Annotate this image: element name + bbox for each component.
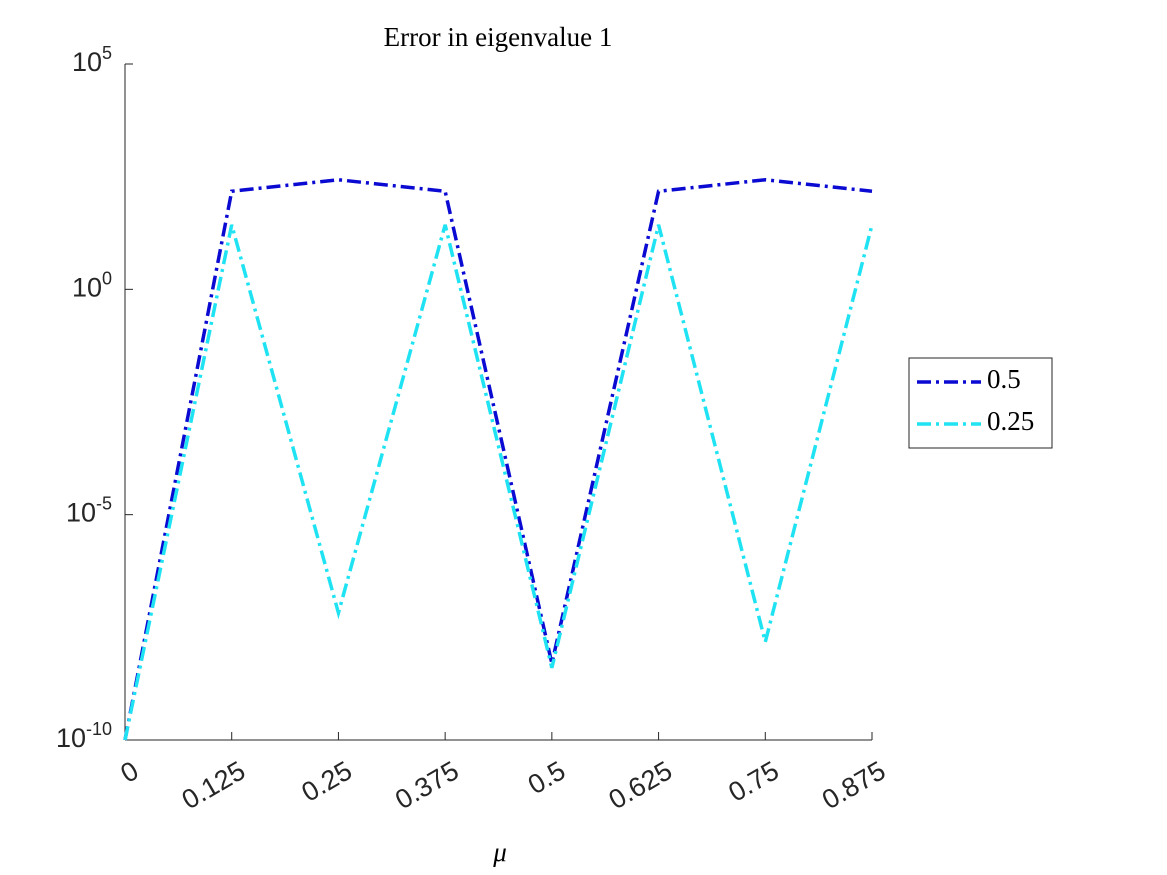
x-tick-label: 0.125 <box>177 755 251 815</box>
y-tick-label: 10-5 <box>66 493 112 527</box>
x-tick-label: 0.625 <box>604 755 678 815</box>
y-tick-label: 10-10 <box>56 719 112 753</box>
y-tick-label: 100 <box>72 268 112 302</box>
data-line <box>123 224 874 741</box>
chart-title: Error in eigenvalue 1 <box>384 22 613 52</box>
x-tick-label: 0.875 <box>817 755 891 815</box>
x-tick-label: 0.25 <box>296 755 357 807</box>
x-tick-label: 0.75 <box>723 755 784 807</box>
data-line <box>123 177 873 741</box>
x-tick-label: 0.5 <box>523 755 571 800</box>
x-tick-label: 0.375 <box>390 755 464 815</box>
legend: 0.5 0.25 <box>908 357 1053 449</box>
legend-label: 0.5 <box>987 364 1021 394</box>
x-tick-label: 0 <box>116 755 144 788</box>
legend-box <box>908 357 1053 449</box>
x-axis-label: μ <box>492 837 507 867</box>
y-tick-label: 105 <box>72 43 112 77</box>
legend-label: 0.25 <box>987 406 1034 436</box>
